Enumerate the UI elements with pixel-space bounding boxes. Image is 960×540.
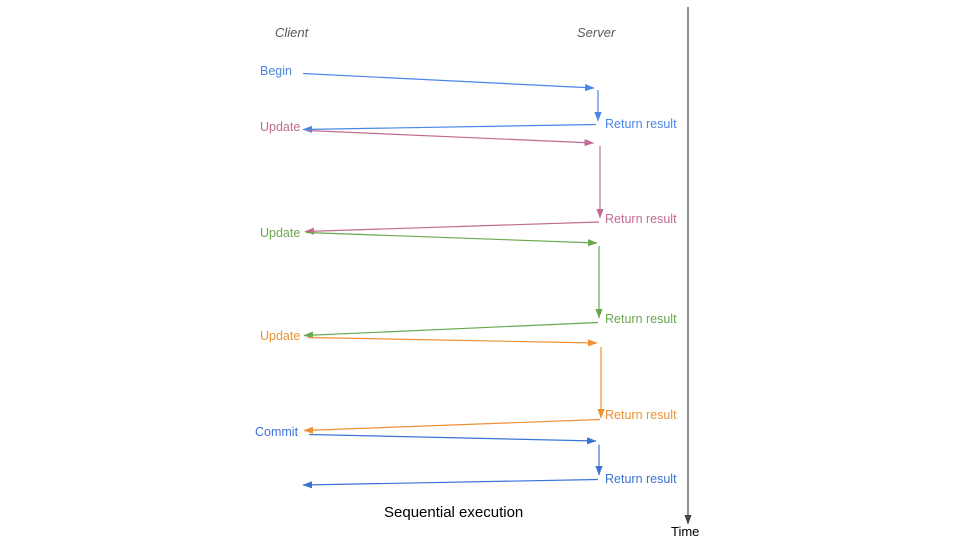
- commit-return-arrow: [302, 478, 599, 489]
- message-update-3: [303, 336, 605, 434]
- begin-return-arrow: [302, 123, 597, 133]
- message-label-update-1: Update: [260, 120, 301, 134]
- update2-request-arrow: [305, 231, 598, 247]
- server-lane-header: Server: [577, 25, 616, 40]
- update1-return-arrow: [304, 221, 600, 235]
- client-lane-header: Client: [275, 25, 309, 40]
- time-axis-label: Time: [671, 524, 700, 539]
- return-label-update-3: Return result: [605, 408, 677, 422]
- return-label-update-2: Return result: [605, 312, 677, 326]
- return-label-update-1: Return result: [605, 212, 677, 226]
- message-label-commit: Commit: [255, 425, 299, 439]
- return-label-commit: Return result: [605, 472, 677, 486]
- return-label-begin: Return result: [605, 117, 677, 131]
- message-update-1: [304, 129, 604, 235]
- begin-request-arrow: [302, 72, 595, 92]
- update2-return-arrow: [303, 321, 599, 339]
- message-label-begin: Begin: [260, 64, 292, 78]
- update3-request-arrow: [307, 336, 598, 347]
- message-label-update-3: Update: [260, 329, 301, 343]
- commit-request-arrow: [308, 433, 597, 445]
- message-begin: [302, 72, 602, 133]
- message-update-2: [303, 231, 603, 339]
- diagram-title: Sequential execution: [384, 504, 524, 521]
- message-label-update-2: Update: [260, 226, 301, 240]
- update1-request-arrow: [306, 129, 595, 147]
- update3-return-arrow: [303, 418, 601, 434]
- message-commit: [302, 433, 603, 489]
